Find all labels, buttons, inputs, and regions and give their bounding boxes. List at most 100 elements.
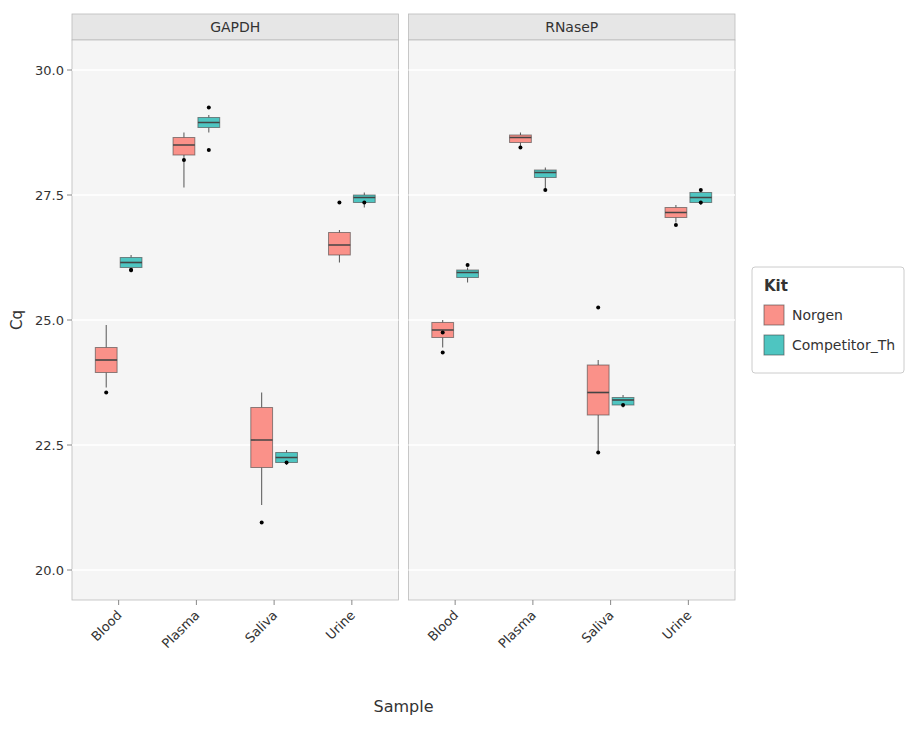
whisker-low (261, 468, 262, 506)
plot-area (72, 40, 399, 600)
median (457, 272, 479, 274)
flier (596, 306, 600, 310)
flier (362, 201, 366, 205)
flier (182, 158, 186, 162)
flier (260, 521, 264, 525)
whisker-high (598, 360, 599, 365)
x-tick-label: Blood (88, 608, 125, 645)
legend-label: Competitor_Th (792, 337, 895, 353)
flier (518, 146, 522, 150)
whisker-low (598, 415, 599, 453)
box-group (251, 393, 273, 525)
legend-swatch (764, 335, 784, 355)
marks (95, 106, 375, 525)
panel-strip (72, 14, 399, 40)
y-tick-label: 22.5 (35, 438, 64, 453)
grid-line (72, 69, 399, 70)
x-tick-label: Blood (425, 608, 462, 645)
x-tick (610, 600, 611, 605)
flier (441, 331, 445, 335)
flier (596, 451, 600, 455)
box (587, 365, 609, 415)
median (353, 197, 375, 199)
box-group (95, 325, 117, 395)
legend: KitNorgen Competitor_Th (752, 267, 904, 373)
panel-strip (409, 14, 736, 40)
box-group (457, 263, 479, 283)
box-group (690, 188, 712, 205)
flier (285, 461, 289, 465)
flier (441, 351, 445, 355)
box (534, 170, 556, 178)
box (95, 348, 117, 373)
whisker-low (106, 373, 107, 388)
whisker-low (208, 128, 209, 133)
x-tick-label: Plasma (495, 608, 539, 652)
grid-line (409, 569, 736, 570)
grid-line (72, 319, 399, 320)
whisker-high (261, 393, 262, 408)
box (665, 208, 687, 218)
box-group (120, 255, 142, 273)
box-group (665, 205, 687, 227)
median (690, 197, 712, 199)
median (251, 439, 273, 441)
box (510, 135, 532, 143)
box (173, 138, 195, 156)
y-tick-label: 30.0 (35, 63, 64, 78)
y-tick-label: 20.0 (35, 563, 64, 578)
x-tick (196, 600, 197, 605)
legend-title: Kit (764, 277, 788, 295)
x-tick-label: Plasma (159, 608, 203, 652)
median (276, 457, 298, 459)
box (198, 118, 220, 128)
median (198, 122, 220, 124)
box (432, 323, 454, 338)
legend-label: Norgen (792, 307, 843, 323)
x-tick (351, 600, 352, 605)
whisker-low (467, 278, 468, 283)
chart: GAPDH 20.0 22.5 25.0 27.5 30.0 Blood Plasma Sali… (0, 0, 921, 735)
median (587, 392, 609, 394)
flier (699, 188, 703, 192)
y-tick (67, 445, 72, 446)
median (665, 212, 687, 214)
marks (432, 133, 712, 455)
flier (129, 268, 133, 272)
box (457, 270, 479, 278)
box-group (329, 201, 351, 263)
flier (207, 106, 211, 110)
grid-line (72, 194, 399, 195)
median (510, 137, 532, 139)
y-tick-label: 27.5 (35, 188, 64, 203)
box (329, 233, 351, 256)
grid-line (409, 444, 736, 445)
grid-line (72, 569, 399, 570)
whisker-low (442, 338, 443, 348)
box-group (534, 168, 556, 193)
grid-line (72, 444, 399, 445)
box-group (612, 395, 634, 408)
legend-swatch (764, 305, 784, 325)
median (173, 144, 195, 146)
x-tick (118, 600, 119, 605)
y-axis-label: Cq (8, 310, 26, 330)
box-group (198, 106, 220, 153)
grid-line (409, 194, 736, 195)
flier (621, 403, 625, 407)
flier (129, 268, 133, 272)
x-tick-label: Saliva (578, 608, 616, 646)
flier (337, 201, 341, 205)
box-group (432, 320, 454, 355)
flier (674, 223, 678, 227)
x-tick (455, 600, 456, 605)
y-tick-label: 25.0 (35, 313, 64, 328)
flier (699, 201, 703, 205)
median (120, 262, 142, 264)
flier (207, 148, 211, 152)
x-tick-label: Urine (659, 608, 694, 643)
median (95, 359, 117, 361)
y-tick (67, 70, 72, 71)
whisker-low (339, 255, 340, 263)
panel-title: GAPDH (210, 19, 260, 35)
